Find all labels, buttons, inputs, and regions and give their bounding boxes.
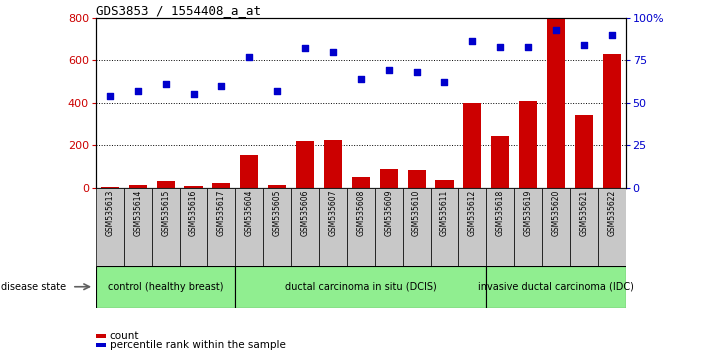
Point — [523, 44, 534, 50]
Bar — [156, 181, 175, 188]
Bar — [435, 180, 454, 188]
Text: invasive ductal carcinoma (IDC): invasive ductal carcinoma (IDC) — [478, 282, 634, 292]
Text: disease state: disease state — [1, 282, 67, 292]
Bar — [459, 188, 486, 266]
Bar — [598, 188, 626, 266]
Text: control (healthy breast): control (healthy breast) — [108, 282, 223, 292]
Bar — [296, 141, 314, 188]
Text: GSM535620: GSM535620 — [552, 190, 560, 236]
Text: GSM535614: GSM535614 — [133, 190, 142, 236]
Bar — [486, 188, 514, 266]
Bar — [96, 343, 105, 347]
Point — [105, 93, 116, 99]
Bar — [263, 188, 291, 266]
Point — [383, 68, 395, 73]
Text: GSM535611: GSM535611 — [440, 190, 449, 236]
Bar — [235, 266, 486, 308]
Point — [466, 39, 478, 44]
Bar — [547, 18, 565, 188]
Bar — [402, 188, 431, 266]
Bar — [96, 188, 124, 266]
Text: GSM535618: GSM535618 — [496, 190, 505, 236]
Bar — [347, 188, 375, 266]
Text: GSM535607: GSM535607 — [328, 190, 338, 236]
Bar — [268, 185, 287, 188]
Text: GSM535619: GSM535619 — [523, 190, 533, 236]
Point — [299, 45, 311, 51]
Text: GSM535616: GSM535616 — [189, 190, 198, 236]
Text: percentile rank within the sample: percentile rank within the sample — [109, 340, 286, 350]
Point — [327, 49, 338, 55]
Bar — [570, 188, 598, 266]
Bar — [574, 115, 593, 188]
Text: GDS3853 / 1554408_a_at: GDS3853 / 1554408_a_at — [96, 4, 261, 17]
Point — [355, 76, 367, 82]
Point — [550, 27, 562, 33]
Text: GSM535604: GSM535604 — [245, 190, 254, 236]
Point — [578, 42, 589, 48]
Point — [272, 88, 283, 93]
Point — [215, 83, 227, 88]
Bar — [519, 101, 538, 188]
Bar — [486, 266, 626, 308]
Text: count: count — [109, 331, 139, 341]
Bar — [213, 183, 230, 188]
Bar — [319, 188, 347, 266]
Point — [411, 69, 422, 75]
Bar — [151, 188, 180, 266]
Bar — [407, 170, 426, 188]
Bar — [380, 169, 397, 188]
Bar — [291, 188, 319, 266]
Text: GSM535622: GSM535622 — [607, 190, 616, 236]
Text: GSM535605: GSM535605 — [273, 190, 282, 236]
Bar — [514, 188, 542, 266]
Text: GSM535621: GSM535621 — [579, 190, 589, 236]
Bar — [124, 188, 151, 266]
Bar — [240, 155, 258, 188]
Text: GSM535612: GSM535612 — [468, 190, 477, 236]
Bar — [208, 188, 235, 266]
Point — [188, 91, 199, 97]
Bar — [352, 177, 370, 188]
Bar — [235, 188, 263, 266]
Bar — [184, 186, 203, 188]
Bar — [491, 136, 509, 188]
Point — [606, 32, 617, 38]
Bar — [603, 54, 621, 188]
Bar — [96, 266, 235, 308]
Bar — [129, 185, 147, 188]
Text: GSM535608: GSM535608 — [356, 190, 365, 236]
Point — [160, 81, 171, 87]
Bar — [324, 140, 342, 188]
Bar — [542, 188, 570, 266]
Point — [439, 79, 450, 85]
Bar — [431, 188, 459, 266]
Bar — [101, 187, 119, 188]
Text: GSM535615: GSM535615 — [161, 190, 170, 236]
Text: GSM535613: GSM535613 — [105, 190, 114, 236]
Bar — [464, 103, 481, 188]
Point — [495, 44, 506, 50]
Bar — [180, 188, 208, 266]
Text: GSM535609: GSM535609 — [384, 190, 393, 236]
Point — [244, 54, 255, 59]
Text: GSM535610: GSM535610 — [412, 190, 421, 236]
Bar — [375, 188, 402, 266]
Point — [132, 88, 144, 93]
Text: ductal carcinoma in situ (DCIS): ductal carcinoma in situ (DCIS) — [285, 282, 437, 292]
Bar — [96, 334, 105, 338]
Text: GSM535617: GSM535617 — [217, 190, 226, 236]
Text: GSM535606: GSM535606 — [301, 190, 309, 236]
